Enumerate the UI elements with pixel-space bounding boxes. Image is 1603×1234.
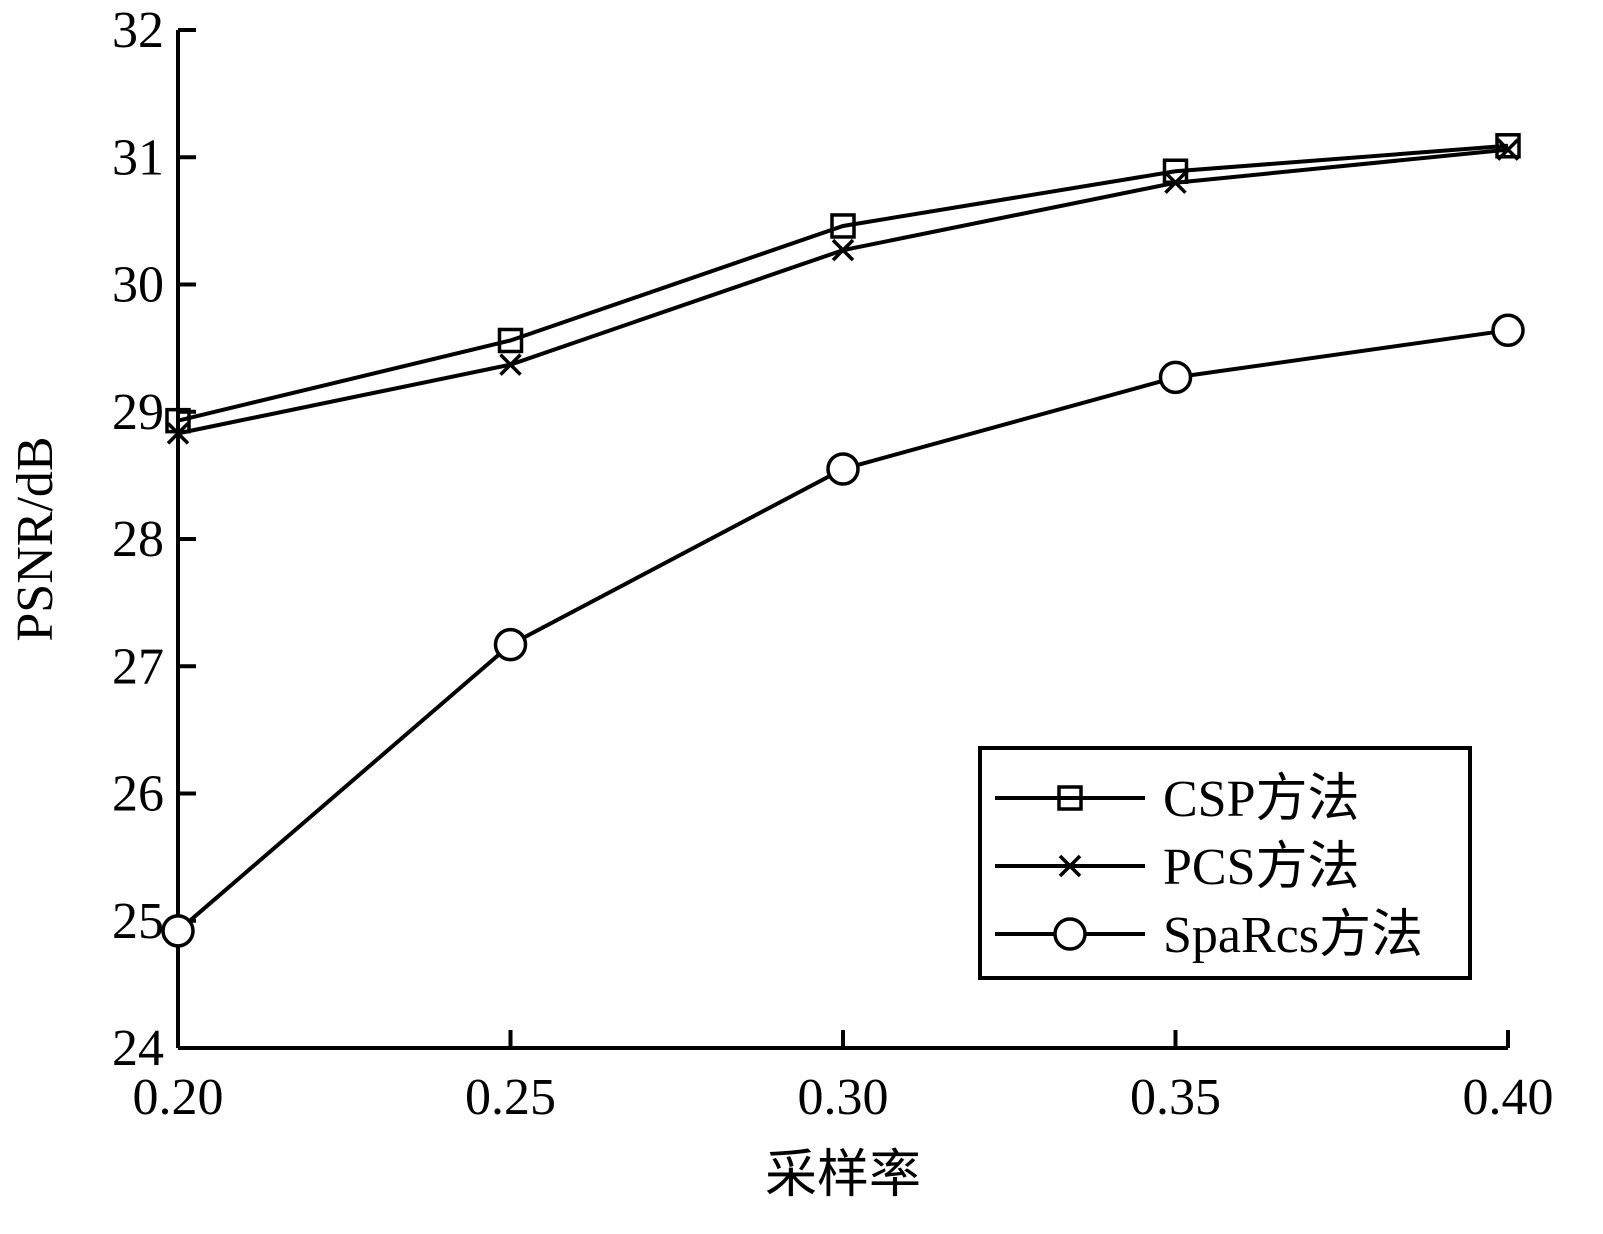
data-point (497, 327, 524, 354)
legend-item: PCS方法 (995, 839, 1360, 896)
legend-label: PCS方法 (1163, 839, 1360, 896)
legend: CSP方法 PCS方法 SpaRcs方法 (978, 746, 1472, 980)
data-point (1158, 360, 1193, 395)
series-line (177, 143, 1509, 423)
marker-stroke (1496, 138, 1520, 161)
x-axis-title: 采样率 (765, 1147, 921, 1204)
y-tick-label: 28 (112, 511, 164, 568)
legend-item: CSP方法 (995, 771, 1360, 828)
y-tick-label: 32 (112, 2, 164, 59)
y-axis-title: PSNR/dB (7, 436, 64, 641)
data-point (1491, 313, 1525, 348)
marker-stroke (1058, 854, 1082, 878)
series-line (177, 147, 1509, 436)
x-tick-label: 0.35 (1130, 1069, 1221, 1126)
legend-marker (1057, 785, 1083, 811)
y-tick-label: 24 (112, 1020, 164, 1077)
legend-label: SpaRcs方法 (1163, 907, 1423, 964)
data-point (166, 422, 190, 445)
y-tick-label: 31 (112, 129, 164, 186)
data-point (826, 452, 860, 486)
series-1 (165, 133, 1521, 434)
marker-stroke (1164, 171, 1187, 194)
legend-item: SpaRcs方法 (995, 907, 1423, 964)
series-layer (161, 133, 1525, 948)
marker-stroke (166, 422, 190, 445)
x-tick-label: 0.25 (465, 1069, 556, 1126)
y-tick-label: 26 (112, 766, 164, 823)
data-point (830, 213, 856, 239)
series-2 (166, 138, 1520, 445)
data-point (831, 238, 855, 262)
marker-stroke (499, 353, 522, 376)
data-point (1496, 138, 1520, 161)
legend-marker (1053, 917, 1087, 951)
data-point (499, 353, 522, 376)
y-tick-label: 29 (112, 384, 164, 441)
marker-stroke (831, 238, 855, 262)
data-point (493, 627, 528, 662)
x-tick-label: 0.30 (798, 1069, 889, 1126)
x-tick-label: 0.20 (133, 1069, 224, 1126)
axes: 24 25 26 27 28 29 30 31 32 0.20 0.25 0.30 0.35 0.40 (112, 2, 1554, 1126)
legend-label: CSP方法 (1163, 771, 1360, 828)
y-tick-label: 25 (112, 893, 164, 950)
series-3 (161, 313, 1525, 948)
y-tick-label: 30 (112, 257, 164, 314)
x-tick-label: 0.40 (1463, 1069, 1554, 1126)
data-point (1164, 171, 1187, 194)
data-point (161, 914, 195, 948)
y-tick-label: 27 (112, 638, 164, 695)
data-point (1495, 133, 1521, 159)
legend-marker (1058, 854, 1082, 878)
